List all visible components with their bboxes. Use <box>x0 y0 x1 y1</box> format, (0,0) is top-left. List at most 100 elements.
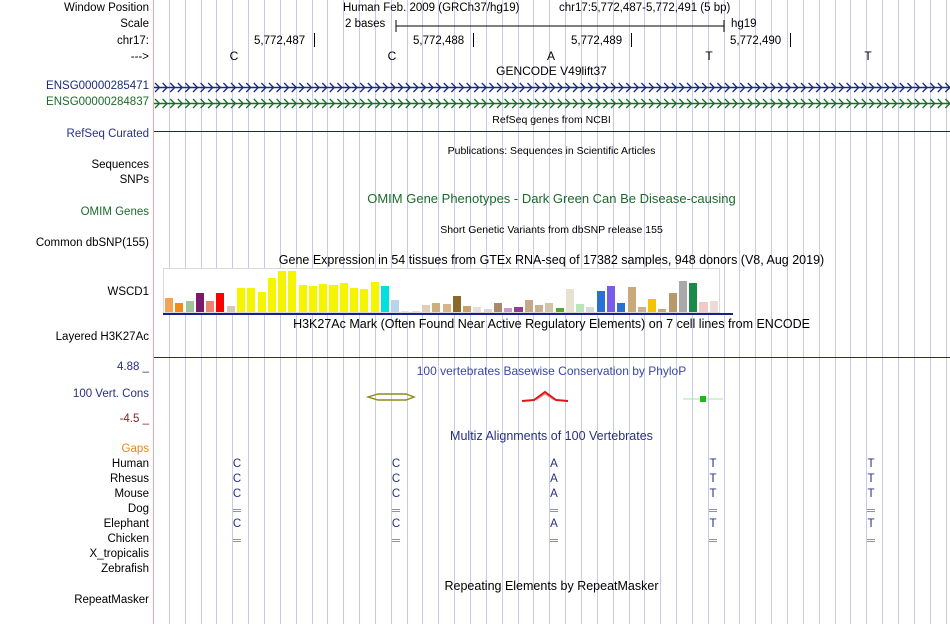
gtex-bar[interactable] <box>319 284 328 312</box>
gtex-bar[interactable] <box>627 287 636 312</box>
gtex-bar[interactable] <box>278 270 287 312</box>
gtex-bar[interactable] <box>432 303 441 312</box>
track-title-gtex[interactable]: Gene Expression in 54 tissues from GTEx … <box>278 253 825 267</box>
track-title-multiz[interactable]: Multiz Alignments of 100 Vertebrates <box>450 429 653 443</box>
gtex-bar[interactable] <box>524 299 533 312</box>
gtex-bar[interactable] <box>411 311 420 312</box>
label-species-x-tropicalis[interactable]: X_tropicalis <box>89 548 149 560</box>
gene-track-ensg00000284837[interactable] <box>153 98 950 109</box>
gtex-bar[interactable] <box>339 282 348 312</box>
label-species-mouse[interactable]: Mouse <box>114 488 149 500</box>
label-gtex-gene[interactable]: WSCD1 <box>107 286 149 298</box>
multiz-base[interactable]: C <box>232 488 242 500</box>
gtex-bar[interactable] <box>699 301 708 312</box>
gtex-bar[interactable] <box>606 286 615 312</box>
gtex-bar[interactable] <box>421 305 430 312</box>
multiz-base[interactable]: T <box>867 488 875 500</box>
gtex-bar[interactable] <box>678 281 687 312</box>
gtex-bar[interactable] <box>360 288 369 312</box>
gtex-bar[interactable] <box>165 298 174 312</box>
multiz-base[interactable]: T <box>867 518 875 530</box>
gtex-bar[interactable] <box>350 287 359 312</box>
gtex-bar[interactable] <box>401 310 410 312</box>
gtex-bar[interactable] <box>206 300 215 312</box>
multiz-base[interactable]: T <box>867 458 875 470</box>
gtex-bar[interactable] <box>617 302 626 312</box>
multiz-gap[interactable] <box>233 509 241 513</box>
track-title-publications[interactable]: Publications: Sequences in Scientific Ar… <box>447 145 656 157</box>
gtex-bar[interactable] <box>226 305 235 312</box>
gtex-bar[interactable] <box>648 299 657 312</box>
label-cons-title[interactable]: 100 Vert. Cons <box>72 388 149 400</box>
label-snps[interactable]: SNPs <box>119 174 149 186</box>
label-species-elephant[interactable]: Elephant <box>103 518 149 530</box>
multiz-gap[interactable] <box>867 539 875 543</box>
gtex-bar[interactable] <box>668 293 677 312</box>
track-title-h3k27ac[interactable]: H3K27Ac Mark (Often Found Near Active Re… <box>293 317 810 331</box>
gtex-bar[interactable] <box>493 302 502 312</box>
gtex-bar[interactable] <box>247 288 256 312</box>
gtex-bar[interactable] <box>514 306 523 312</box>
track-title-gencode[interactable]: GENCODE V49lift37 <box>496 64 607 78</box>
multiz-gap[interactable] <box>709 509 717 513</box>
multiz-base[interactable]: C <box>232 458 242 470</box>
gtex-bar[interactable] <box>391 299 400 312</box>
gtex-bar[interactable] <box>185 300 194 312</box>
gtex-bar[interactable] <box>689 282 698 312</box>
label-species-rhesus[interactable]: Rhesus <box>110 473 149 485</box>
multiz-base[interactable]: C <box>391 488 401 500</box>
gtex-bar[interactable] <box>565 288 574 312</box>
label-gene-ensg00000285471[interactable]: ENSG00000285471 <box>46 80 149 92</box>
gtex-bar[interactable] <box>596 291 605 312</box>
track-title-refseq[interactable]: RefSeq genes from NCBI <box>492 114 611 126</box>
multiz-base[interactable]: T <box>709 488 717 500</box>
label-species-chicken[interactable]: Chicken <box>107 533 149 545</box>
gtex-bar[interactable] <box>586 306 595 312</box>
label-species-zebrafish[interactable]: Zebrafish <box>101 563 149 575</box>
label-gene-ensg00000284837[interactable]: ENSG00000284837 <box>46 96 149 108</box>
gtex-bar[interactable] <box>709 300 718 312</box>
gtex-bar[interactable] <box>329 285 338 312</box>
multiz-gap[interactable] <box>550 539 558 543</box>
gtex-bar[interactable] <box>195 293 204 312</box>
track-title-repeatmasker[interactable]: Repeating Elements by RepeatMasker <box>444 579 659 593</box>
multiz-base[interactable]: A <box>550 488 558 500</box>
gtex-bar[interactable] <box>288 270 297 312</box>
gene-track-ensg00000285471[interactable] <box>153 82 950 93</box>
gtex-bar[interactable] <box>380 286 389 312</box>
label-species-dog[interactable]: Dog <box>127 503 149 515</box>
label-gaps[interactable]: Gaps <box>121 443 150 455</box>
gtex-bar[interactable] <box>216 293 225 312</box>
gtex-bar[interactable] <box>298 285 307 312</box>
multiz-base[interactable]: C <box>232 473 242 485</box>
gtex-bar[interactable] <box>442 304 451 312</box>
label-repeatmasker[interactable]: RepeatMasker <box>74 594 149 606</box>
cons-feature-dot-green[interactable] <box>683 394 723 406</box>
gtex-bar-chart[interactable] <box>164 269 719 312</box>
gtex-bar[interactable] <box>236 287 245 312</box>
multiz-gap[interactable] <box>233 539 241 543</box>
track-title-phylop[interactable]: 100 vertebrates Basewise Conservation by… <box>416 364 687 378</box>
multiz-base[interactable]: T <box>709 458 717 470</box>
label-refseq-curated[interactable]: RefSeq Curated <box>66 128 149 140</box>
track-title-dbsnp[interactable]: Short Genetic Variants from dbSNP releas… <box>440 224 663 236</box>
multiz-base[interactable]: C <box>391 518 401 530</box>
gtex-bar[interactable] <box>545 302 554 312</box>
multiz-base[interactable]: C <box>391 458 401 470</box>
multiz-base[interactable]: C <box>391 473 401 485</box>
refseq-curated-line[interactable] <box>153 131 950 132</box>
multiz-gap[interactable] <box>867 509 875 513</box>
gtex-bar[interactable] <box>308 286 317 312</box>
gtex-bar[interactable] <box>370 281 379 312</box>
gtex-bar[interactable] <box>175 302 184 312</box>
multiz-gap[interactable] <box>392 509 400 513</box>
multiz-gap[interactable] <box>709 539 717 543</box>
cons-feature-peak-red[interactable] <box>520 389 570 406</box>
label-omim-genes[interactable]: OMIM Genes <box>80 206 149 218</box>
multiz-base[interactable]: A <box>550 473 558 485</box>
label-species-human[interactable]: Human <box>111 458 149 470</box>
multiz-base[interactable]: T <box>867 473 875 485</box>
label-layered-h3k27ac[interactable]: Layered H3K27Ac <box>55 331 149 343</box>
gtex-bar[interactable] <box>473 306 482 312</box>
gtex-bar[interactable] <box>555 307 564 312</box>
